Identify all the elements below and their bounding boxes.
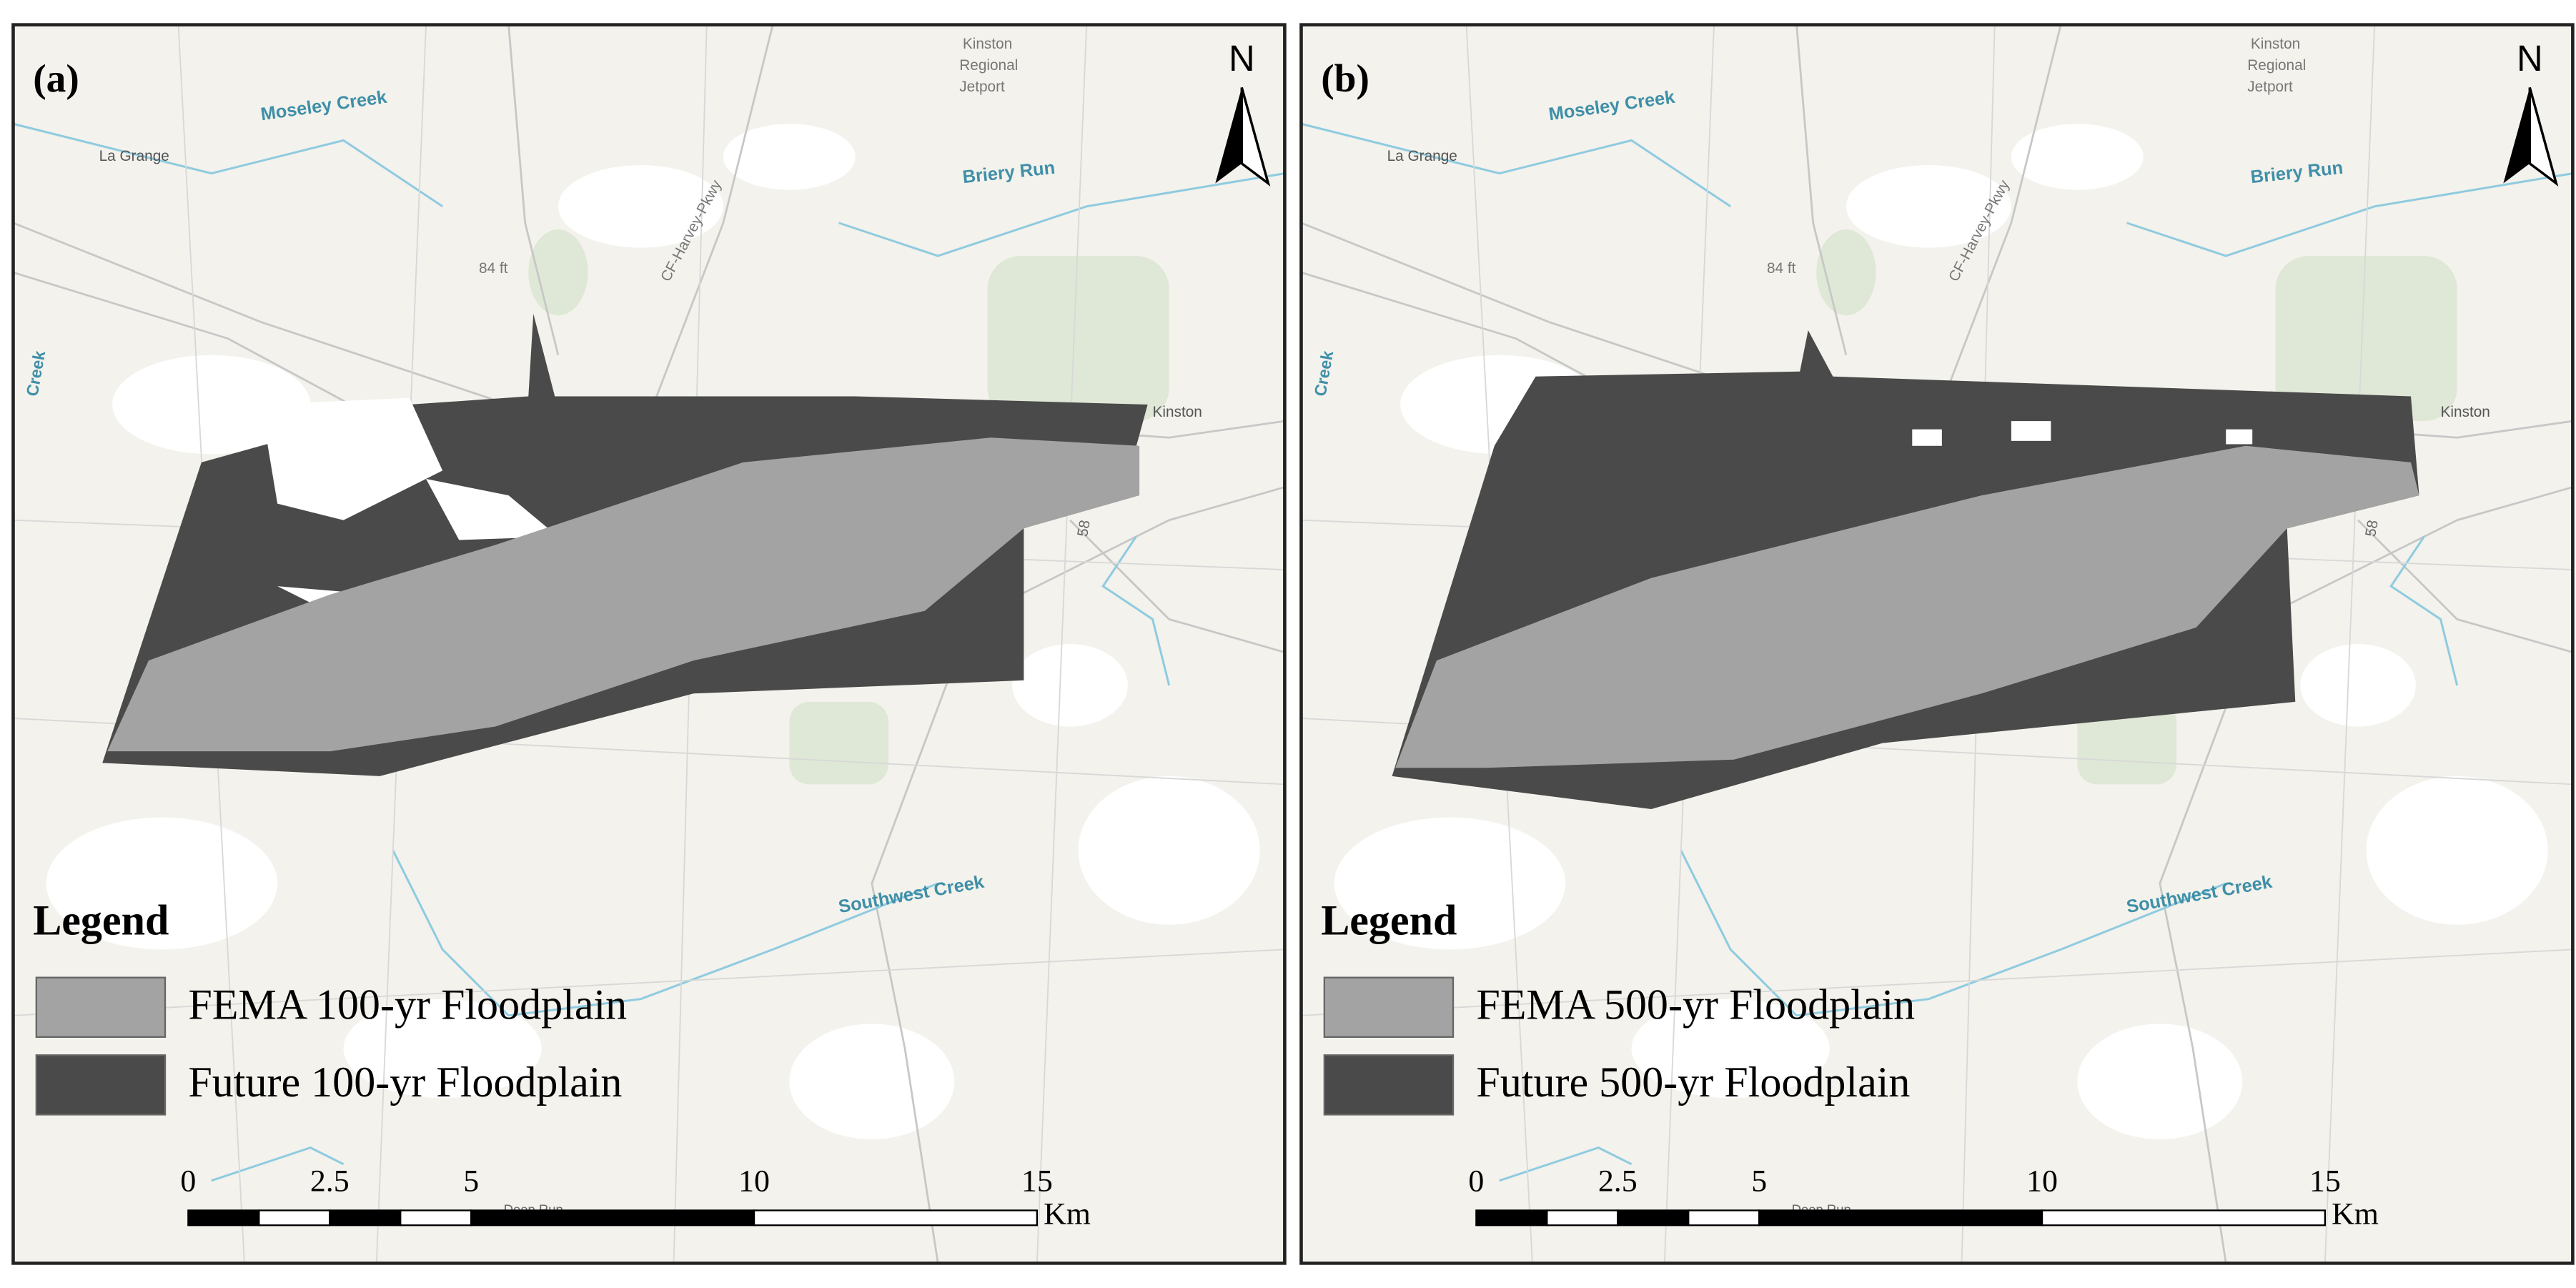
place-label: Kinston bbox=[2251, 36, 2300, 52]
scale-segment bbox=[1546, 1209, 1619, 1227]
place-label: La Grange bbox=[99, 148, 169, 164]
north-label: N bbox=[2517, 38, 2543, 79]
scale-segment bbox=[400, 1209, 472, 1227]
north-arrow bbox=[1240, 86, 1271, 187]
fema-floodplain bbox=[107, 437, 1140, 752]
place-label: La Grange bbox=[1387, 148, 1457, 164]
place-label: 58 bbox=[1074, 519, 1094, 538]
scale-tick-label: 15 bbox=[1021, 1164, 1053, 1199]
scale-segment bbox=[753, 1209, 1038, 1227]
legend-item: FEMA 100-yr Floodplain bbox=[188, 980, 627, 1028]
legend-item: FEMA 500-yr Floodplain bbox=[1476, 980, 1915, 1028]
scale-segment bbox=[470, 1209, 756, 1227]
scale-segment bbox=[187, 1209, 260, 1227]
legend-swatch bbox=[35, 1054, 167, 1116]
place-label: Regional bbox=[959, 57, 1018, 74]
scale-tick-label: 10 bbox=[738, 1164, 770, 1199]
place-label: Jetport bbox=[2247, 79, 2293, 95]
scale-tick-label: 5 bbox=[1751, 1164, 1767, 1199]
legend-title: Legend bbox=[1321, 896, 1457, 944]
panel-label: (a) bbox=[33, 56, 79, 100]
place-label: 84 ft bbox=[1767, 260, 1796, 277]
place-label: Kinston bbox=[1153, 404, 1202, 420]
north-arrow bbox=[2528, 86, 2559, 187]
legend-item: Future 100-yr Floodplain bbox=[188, 1058, 622, 1106]
scale-tick-label: 10 bbox=[2026, 1164, 2058, 1199]
panel-frame bbox=[11, 23, 1287, 1265]
place-label: Kinston bbox=[2441, 404, 2490, 420]
scale-segment bbox=[329, 1209, 402, 1227]
scale-tick-label: 2.5 bbox=[1598, 1164, 1638, 1199]
legend-swatch bbox=[1323, 976, 1455, 1038]
panel-frame bbox=[1299, 23, 2575, 1265]
place-label: 84 ft bbox=[479, 260, 508, 277]
legend-item: Future 500-yr Floodplain bbox=[1476, 1058, 1910, 1106]
scale-segment bbox=[1758, 1209, 2044, 1227]
scale-segment bbox=[1688, 1209, 1760, 1227]
scale-segment bbox=[1617, 1209, 1690, 1227]
north-label: N bbox=[1229, 38, 1255, 79]
unflooded-patches bbox=[1912, 421, 2253, 446]
scale-unit: Km bbox=[1044, 1197, 1091, 1232]
panel-label: (b) bbox=[1321, 56, 1369, 100]
legend-title: Legend bbox=[33, 896, 169, 944]
north-arrow bbox=[2503, 87, 2530, 184]
legend-swatch bbox=[1323, 1054, 1455, 1116]
scale-segment bbox=[1475, 1209, 1548, 1227]
north-arrow bbox=[1215, 87, 1242, 184]
scale-unit: Km bbox=[2332, 1197, 2379, 1232]
place-label: Kinston bbox=[963, 36, 1012, 52]
scale-segment bbox=[2041, 1209, 2326, 1227]
scale-tick-label: 0 bbox=[180, 1164, 196, 1199]
scale-tick-label: 2.5 bbox=[310, 1164, 350, 1199]
place-label: Regional bbox=[2247, 57, 2306, 74]
scale-tick-label: 5 bbox=[463, 1164, 479, 1199]
place-label: Jetport bbox=[959, 79, 1005, 95]
legend-swatch bbox=[35, 976, 167, 1038]
scale-tick-label: 0 bbox=[1468, 1164, 1484, 1199]
place-label: 58 bbox=[2362, 519, 2382, 538]
fema-floodplain bbox=[1395, 445, 2419, 768]
scale-tick-label: 15 bbox=[2309, 1164, 2341, 1199]
scale-segment bbox=[258, 1209, 331, 1227]
